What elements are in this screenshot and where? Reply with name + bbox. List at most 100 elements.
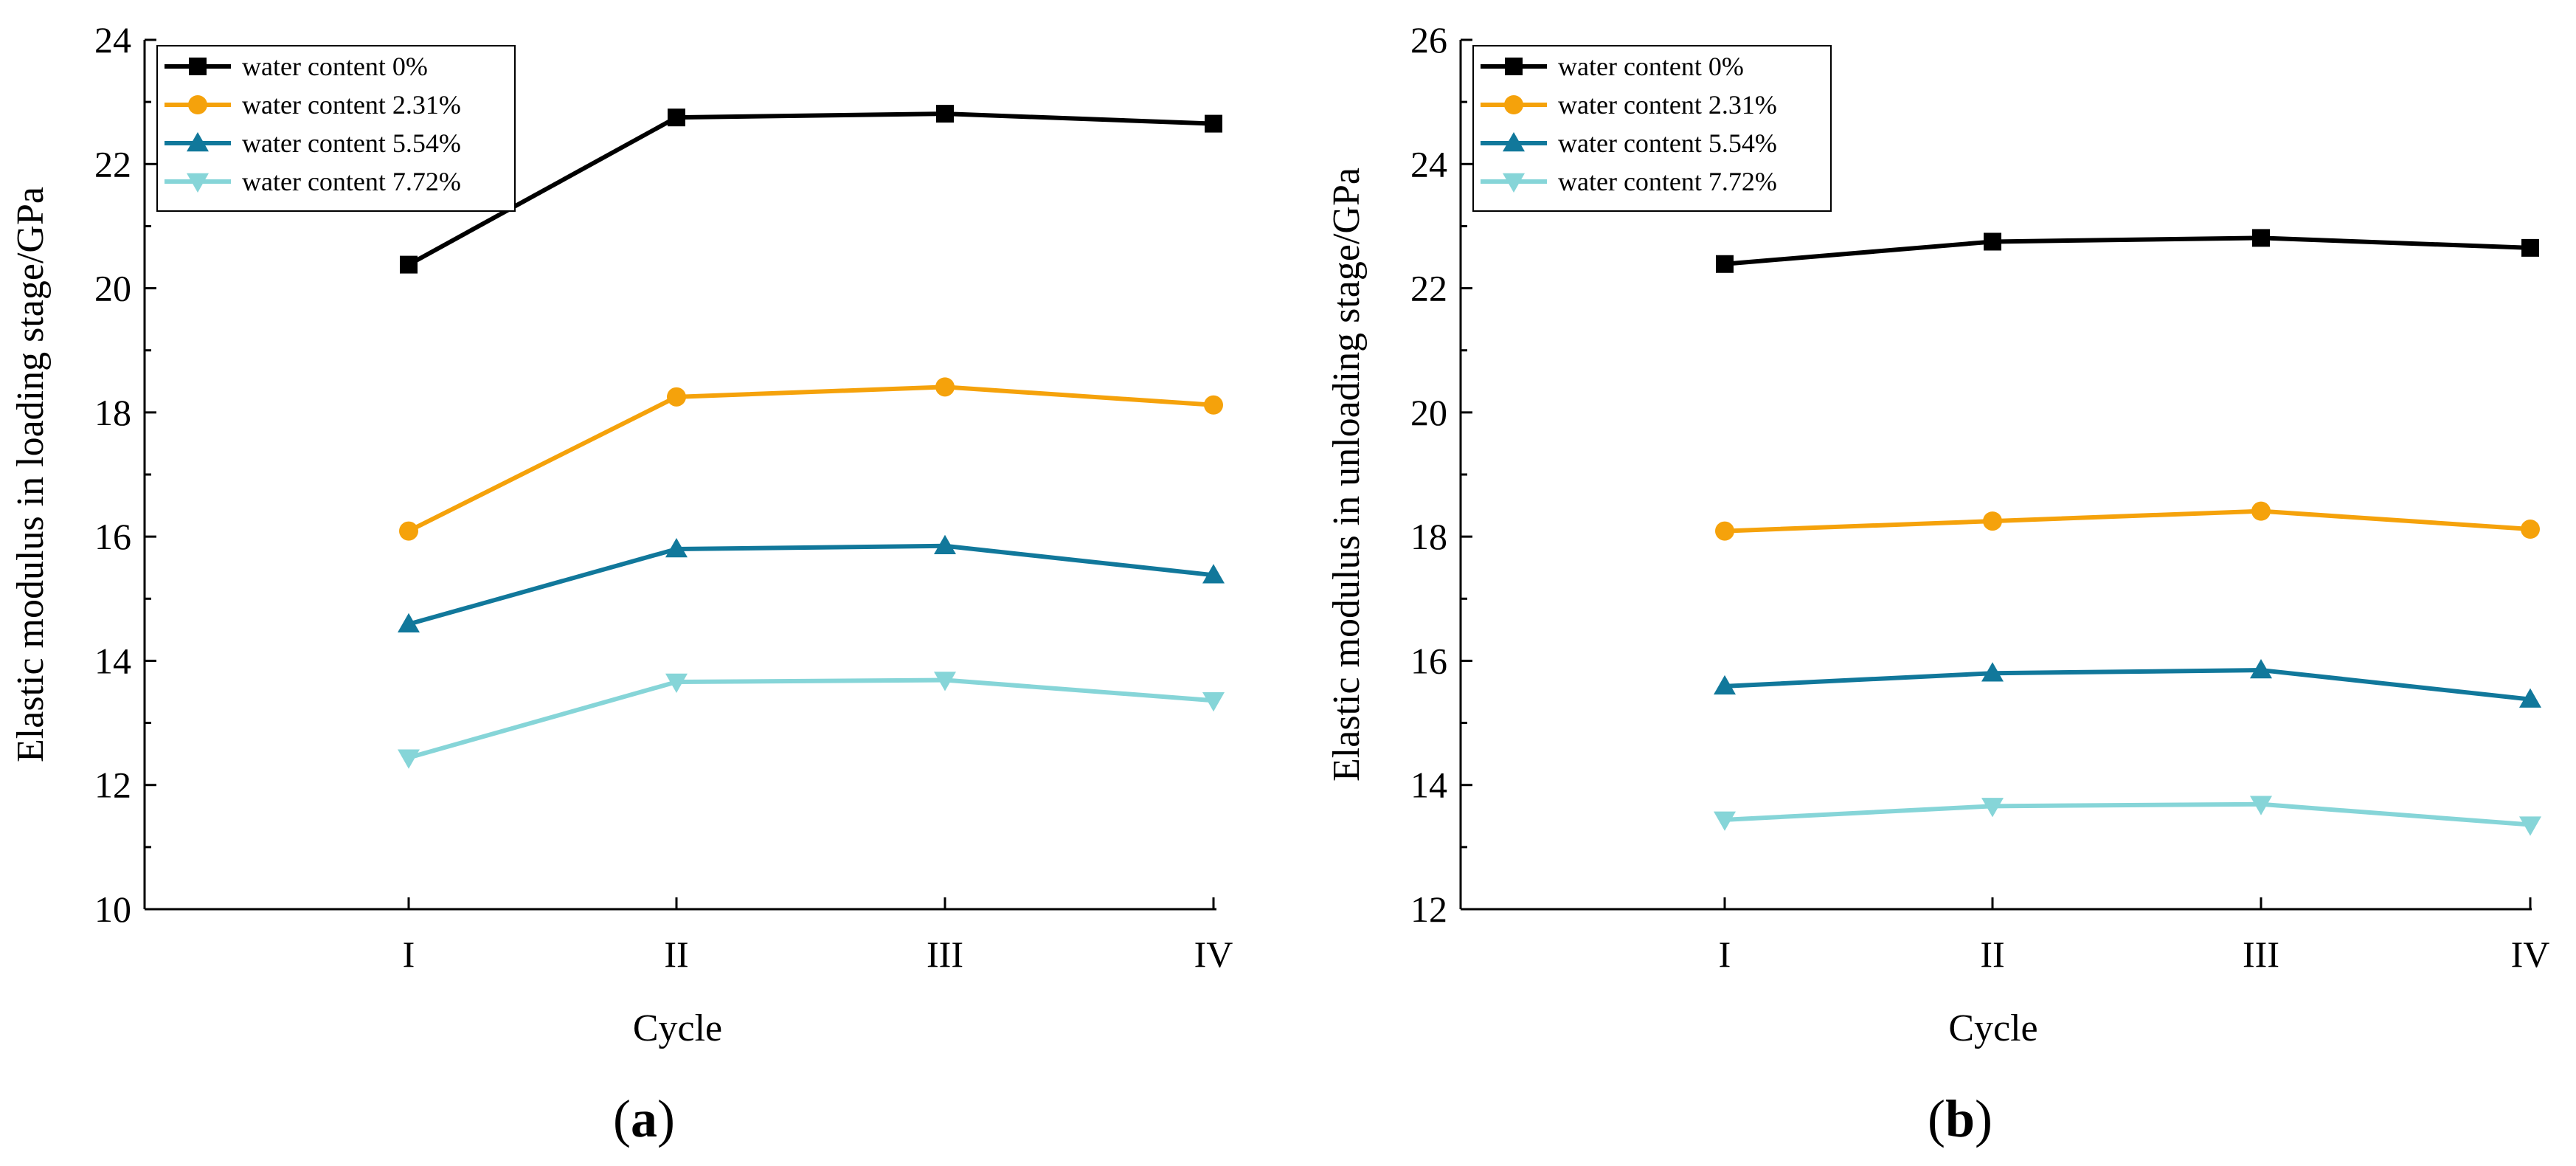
data-point xyxy=(1714,675,1736,695)
series-line xyxy=(408,543,1214,627)
legend-marker xyxy=(1505,58,1523,75)
x-axis-title: Cycle xyxy=(633,1007,722,1049)
legend-item: water content 0% xyxy=(1481,52,1744,81)
legend-item: water content 7.72% xyxy=(165,167,461,196)
x-tick-label: III xyxy=(2243,934,2279,975)
series-1 xyxy=(1716,229,2539,273)
legend-item: water content 2.31% xyxy=(1481,90,1777,120)
data-point xyxy=(667,387,686,407)
legend-label: water content 2.31% xyxy=(242,90,461,120)
series-line xyxy=(408,677,1214,760)
panel-label: (b) xyxy=(1928,1089,1992,1148)
series-line xyxy=(1724,508,2531,534)
legend-label: water content 7.72% xyxy=(242,167,461,196)
legend-label: water content 0% xyxy=(242,52,428,81)
data-point xyxy=(934,534,956,555)
data-point xyxy=(1983,511,2002,531)
y-tick-label: 24 xyxy=(94,19,131,61)
data-point xyxy=(665,673,688,694)
y-axis-title: Elastic modulus in loading stage/GPa xyxy=(10,187,52,762)
series-line xyxy=(1724,801,2531,827)
series-3 xyxy=(398,534,1225,633)
data-point xyxy=(935,377,955,397)
data-point xyxy=(1202,692,1225,712)
legend-item: water content 2.31% xyxy=(165,90,461,120)
data-point xyxy=(936,105,954,123)
data-point xyxy=(1205,114,1222,133)
series-2 xyxy=(399,377,1223,541)
data-point xyxy=(2519,816,2541,836)
y-tick-label: 18 xyxy=(94,392,131,433)
legend: water content 0% water content 2.31% water… xyxy=(1472,45,1832,212)
x-tick-label: I xyxy=(1719,934,1731,975)
x-tick-label: I xyxy=(403,934,415,975)
data-point xyxy=(934,672,956,691)
data-point xyxy=(1715,521,1734,541)
legend-marker xyxy=(1503,132,1525,152)
data-point xyxy=(2519,688,2541,708)
series-4 xyxy=(1714,796,2541,836)
data-point xyxy=(2521,238,2539,257)
legend-label: water content 5.54% xyxy=(242,128,461,158)
x-tick-label: IV xyxy=(1194,934,1233,975)
y-tick-label: 22 xyxy=(1410,268,1447,309)
panel-label: (a) xyxy=(613,1089,675,1148)
y-tick-label: 12 xyxy=(1410,889,1447,930)
legend-label: water content 5.54% xyxy=(1558,128,1777,158)
y-axis-title: Elastic modulus in unloading stage/GPa xyxy=(1326,168,1368,782)
y-tick-label: 14 xyxy=(1410,765,1447,806)
y-tick-label: 12 xyxy=(94,765,131,806)
y-tick-label: 14 xyxy=(94,640,131,681)
legend-label: water content 7.72% xyxy=(1558,167,1777,196)
data-point xyxy=(398,749,420,769)
data-point xyxy=(1714,811,1736,831)
series-1 xyxy=(400,105,1222,274)
legend-item: water content 7.72% xyxy=(1481,167,1777,196)
x-tick-label: III xyxy=(927,934,963,975)
legend-marker xyxy=(188,95,207,114)
legend-marker xyxy=(1503,173,1525,193)
legend-item: water content 5.54% xyxy=(1481,128,1777,158)
y-tick-label: 18 xyxy=(1410,516,1447,557)
legend-item: water content 0% xyxy=(165,52,428,81)
series-3 xyxy=(1714,659,2541,708)
data-point xyxy=(1981,798,2004,818)
x-tick-label: II xyxy=(664,934,688,975)
legend-item: water content 5.54% xyxy=(165,128,461,158)
data-point xyxy=(400,255,418,274)
legend-marker xyxy=(1504,95,1523,114)
data-point xyxy=(398,613,420,633)
legend-marker xyxy=(187,173,209,193)
series-line xyxy=(1724,235,2531,266)
data-point xyxy=(1984,232,2001,251)
series-line xyxy=(407,111,1214,267)
data-point xyxy=(2250,796,2272,815)
y-tick-label: 20 xyxy=(1410,392,1447,433)
data-point xyxy=(668,108,685,127)
data-point xyxy=(1204,395,1223,415)
data-point xyxy=(2521,520,2540,539)
data-point xyxy=(399,521,418,541)
data-point xyxy=(2251,501,2271,521)
y-tick-label: 16 xyxy=(94,516,131,557)
legend-label: water content 2.31% xyxy=(1558,90,1777,120)
legend: water content 0% water content 2.31% water… xyxy=(156,45,516,212)
series-4 xyxy=(398,672,1225,769)
series-line xyxy=(1724,668,2531,702)
data-point xyxy=(665,537,688,558)
legend-marker xyxy=(187,132,209,152)
data-point xyxy=(1202,564,1225,584)
legend-label: water content 0% xyxy=(1558,52,1744,81)
legend-marker xyxy=(189,58,207,75)
x-tick-label: II xyxy=(1980,934,2004,975)
series-line xyxy=(407,384,1214,534)
y-tick-label: 16 xyxy=(1410,640,1447,681)
x-axis-title: Cycle xyxy=(1948,1007,2037,1049)
data-point xyxy=(1981,662,2004,682)
series-2 xyxy=(1715,501,2540,541)
data-point xyxy=(2250,659,2272,679)
data-point xyxy=(1716,255,1734,273)
